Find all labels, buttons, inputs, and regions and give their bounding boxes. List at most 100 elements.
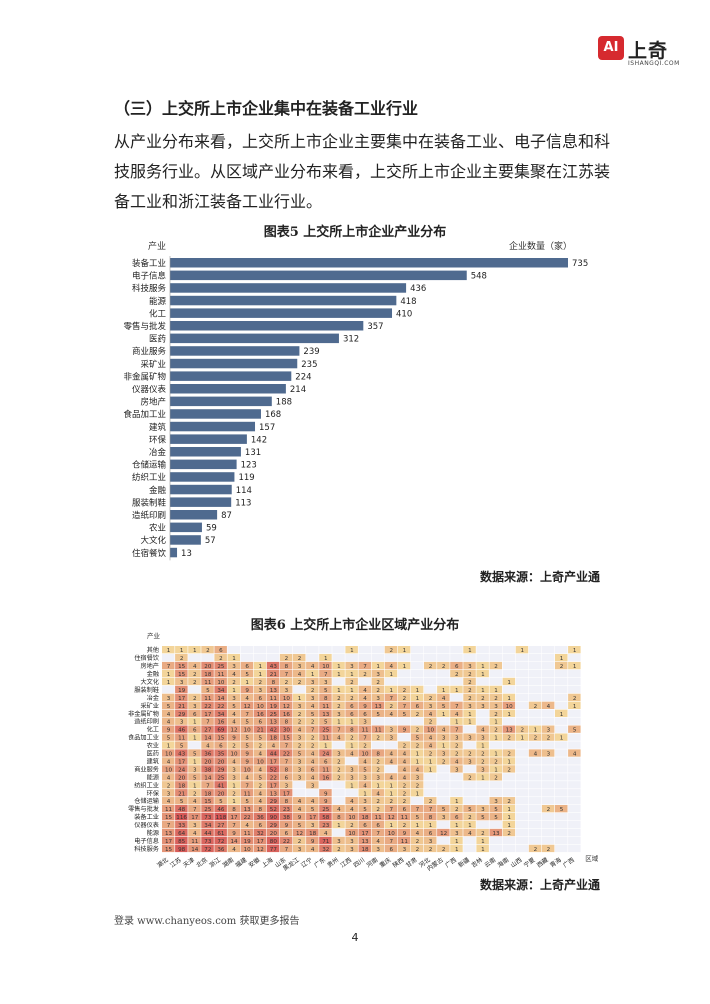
heatmap-cell-value: 15 [165, 815, 173, 821]
heatmap-cell-value: 1 [416, 752, 420, 758]
heatmap-cell-value: 5 [494, 807, 498, 813]
heatmap-cell [266, 661, 280, 670]
heatmap-cell [306, 653, 319, 662]
heatmap-cell-value: 1 [350, 688, 354, 694]
heatmap-cell-value: 8 [337, 815, 341, 821]
heatmap-cell [437, 789, 450, 797]
heatmap-cell-value: 2 [494, 728, 498, 734]
heatmap-cell [384, 653, 398, 662]
heatmap-cell [293, 765, 306, 773]
heatmap-cell [410, 844, 424, 853]
heatmap-cell-value: 5 [494, 815, 498, 821]
heatmap-cell [371, 661, 385, 670]
heatmap-cell [332, 701, 345, 709]
heatmap-cell [358, 685, 371, 694]
heatmap-cell-value: 5 [167, 704, 171, 710]
heatmap-cell [515, 693, 529, 702]
heatmap-cell [502, 709, 516, 717]
heatmap-cell-value: 6 [403, 807, 407, 813]
heatmap-cell [371, 773, 385, 781]
heatmap-cell [502, 828, 516, 837]
heatmap-cell [541, 725, 555, 733]
heatmap-cell [384, 805, 398, 813]
heatmap-cell [371, 646, 385, 654]
heatmap-cell [371, 677, 385, 686]
heatmap-cell [214, 669, 227, 678]
heatmap-cell [188, 773, 201, 781]
bar-value-label: 239 [303, 347, 319, 357]
heatmap-cell-value: 2 [507, 767, 511, 773]
heatmap-cell [253, 709, 267, 717]
heatmap-cell-value: 3 [285, 783, 289, 789]
heatmap-cell-value: 3 [481, 736, 485, 742]
bar-category-label: 采矿业 [140, 359, 166, 370]
heatmap-cell [397, 828, 411, 837]
heatmap-cell-value: 14 [191, 847, 199, 853]
heatmap-cell-value: 9 [232, 831, 236, 837]
heatmap-cell [201, 709, 214, 717]
bar-category-label: 医药 [149, 334, 166, 345]
heatmap-cell-value: 20 [217, 759, 225, 765]
heatmap-cell [463, 749, 476, 757]
heatmap-cell [437, 701, 450, 709]
heatmap-cell [476, 749, 489, 757]
heatmap-row-label: 医药 [147, 750, 159, 758]
heatmap-cell-value: 2 [180, 656, 184, 662]
heatmap-cell [450, 805, 463, 813]
heatmap-cell [384, 646, 398, 654]
heatmap-cell-value: 7 [389, 807, 393, 813]
heatmap-cell-value: 73 [204, 815, 212, 821]
heatmap-cell-value: 4 [442, 728, 446, 734]
heatmap-cell [214, 812, 227, 821]
heatmap-cell [384, 797, 398, 805]
heatmap-cell [253, 653, 267, 662]
heatmap-cell-value: 2 [219, 656, 223, 662]
heatmap-cell [345, 725, 358, 733]
heatmap-cell [489, 773, 502, 781]
heatmap-cell-value: 2 [376, 799, 380, 805]
heatmap-cell-value: 5 [167, 736, 171, 742]
heatmap-cell [345, 685, 358, 694]
heatmap-cell-value: 7 [245, 712, 249, 718]
heatmap-cell [450, 685, 463, 694]
heatmap-cell [568, 749, 581, 757]
heatmap-cell-value: 3 [481, 704, 485, 710]
heatmap-cell [319, 828, 332, 837]
heatmap-cell [476, 773, 489, 781]
heatmap-cell-value: 13 [506, 728, 514, 734]
heatmap-cell-value: 3 [376, 847, 380, 853]
bar [170, 258, 568, 268]
heatmap-cell [555, 653, 568, 662]
heatmap-cell [541, 701, 555, 709]
bar-category-label: 造纸印刷 [132, 510, 166, 521]
heatmap-cell-value: 1 [429, 823, 433, 829]
heatmap-cell-value: 3 [193, 704, 197, 710]
heatmap-cell [266, 693, 280, 702]
heatmap-cell [358, 701, 371, 709]
heatmap-cell [424, 828, 437, 837]
heatmap-cell-value: 8 [258, 807, 262, 813]
heatmap-cell [384, 749, 398, 757]
heatmap-cell [397, 701, 411, 709]
heatmap-cell-value: 1 [389, 823, 393, 829]
heatmap-cell [568, 685, 581, 694]
heatmap-cell-value: 5 [245, 799, 249, 805]
heatmap-cell-value: 1 [573, 664, 577, 670]
heatmap-cell [528, 733, 542, 741]
heatmap-cell [332, 765, 345, 773]
heatmap-cell [450, 820, 463, 829]
heatmap-cell [476, 789, 489, 797]
heatmap-cell [306, 836, 319, 845]
heatmap-cell-value: 1 [520, 736, 524, 742]
heatmap-cell [476, 661, 489, 670]
heatmap-cell-value: 17 [270, 783, 278, 789]
heatmap-column-label: 海南 [496, 856, 510, 869]
heatmap-cell-value: 7 [389, 696, 393, 702]
heatmap-cell-value: 4 [324, 831, 328, 837]
heatmap-cell [240, 701, 254, 709]
heatmap-cell [568, 717, 581, 725]
heatmap-cell-value: 22 [217, 704, 224, 710]
heatmap-cell-value: 9 [363, 704, 367, 710]
heatmap-cell-value: 5 [311, 807, 315, 813]
heatmap-cell [424, 836, 437, 845]
